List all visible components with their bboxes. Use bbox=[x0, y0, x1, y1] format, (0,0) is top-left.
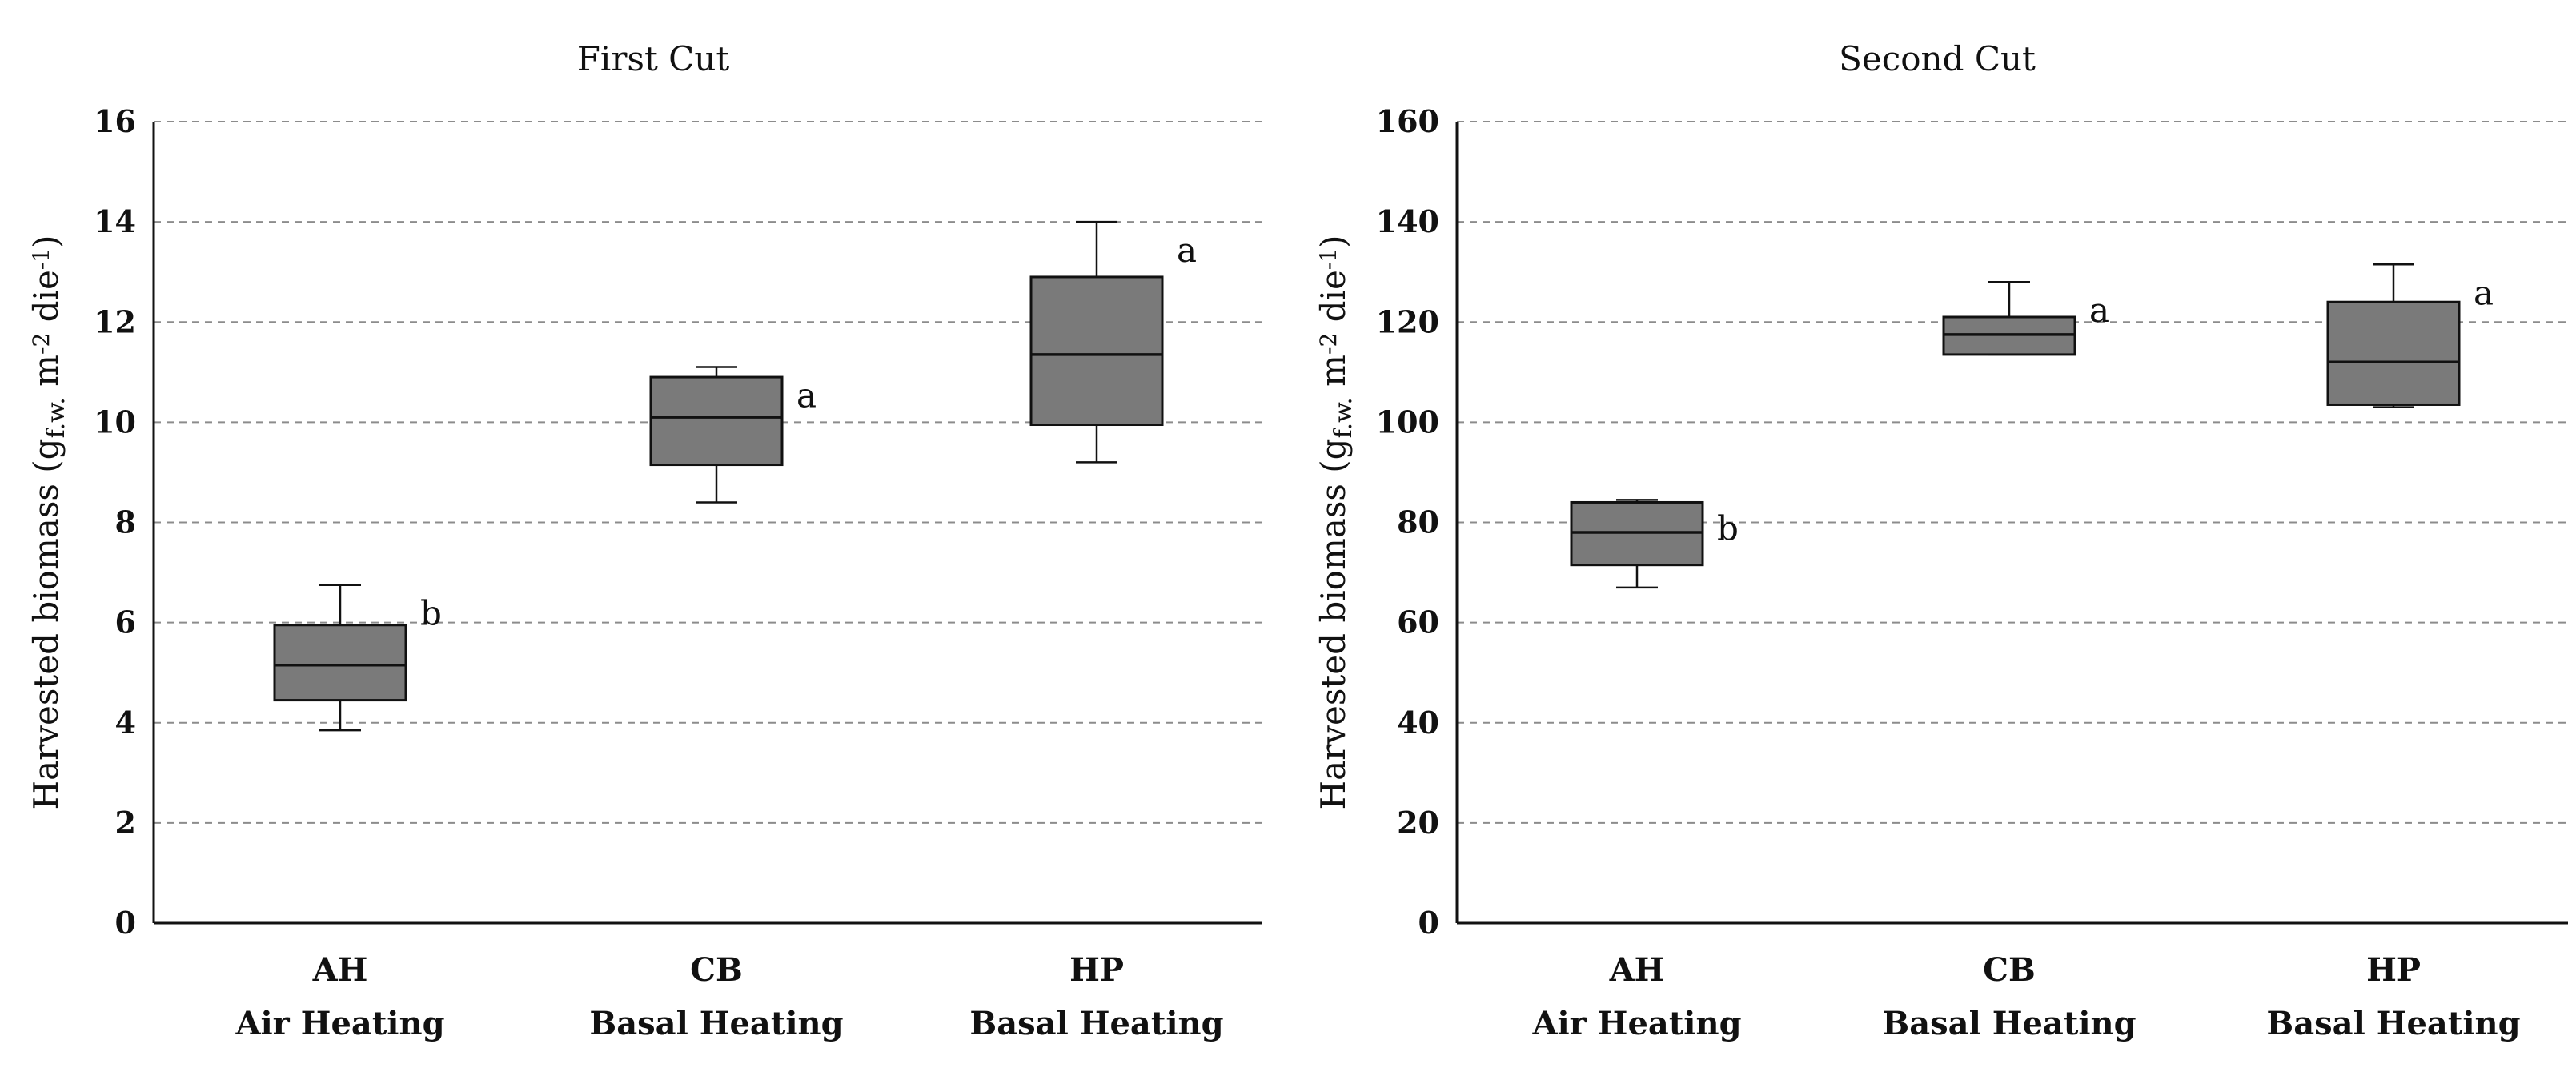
y-axis-label-ylabel-mid: m bbox=[26, 355, 66, 397]
y-tick-label: 100 bbox=[1376, 404, 1439, 440]
box-iqr bbox=[649, 375, 784, 467]
chart-title: Second Cut bbox=[1839, 39, 2036, 78]
x-category-code: HP bbox=[1069, 951, 1124, 989]
y-tick-label: 16 bbox=[94, 103, 136, 139]
y-axis-label-ylabel-mid2: die bbox=[26, 270, 66, 333]
x-category-code: CB bbox=[1983, 951, 2036, 989]
y-axis-label-ylabel-end: ) bbox=[1314, 235, 1353, 248]
box-iqr bbox=[2326, 300, 2461, 406]
y-axis-label-ylabel-main: Harvested biomass (g bbox=[26, 438, 66, 809]
y-tick-label: 20 bbox=[1397, 805, 1439, 841]
significance-letter: b bbox=[420, 594, 442, 633]
y-axis-label-ylabel-sub: f.w. bbox=[1330, 397, 1358, 438]
significance-letter: a bbox=[796, 376, 817, 416]
chart-panel-2: Second Cut 0 20 40 60 80 100 120 140 160 Harvested… bbox=[1314, 39, 2568, 1042]
y-tick-label: 140 bbox=[1376, 203, 1439, 239]
y-tick-label: 10 bbox=[94, 404, 136, 440]
chart-title: First Cut bbox=[577, 39, 730, 78]
box-plot-cb: a CB Basal Heating bbox=[589, 366, 844, 1042]
y-axis-label-ylabel-end: ) bbox=[26, 235, 66, 248]
x-category-code: AH bbox=[1609, 951, 1665, 989]
x-category-name: Basal Heating bbox=[589, 1005, 843, 1042]
y-tick-label: 40 bbox=[1397, 705, 1439, 741]
y-tick-label: 160 bbox=[1376, 103, 1439, 139]
y-tick-label: 60 bbox=[1397, 604, 1439, 640]
x-category-name: Air Heating bbox=[1531, 1005, 1741, 1042]
y-axis-label: Harvested biomass (gf.w. m-2 die-1) bbox=[26, 235, 70, 810]
y-tick-label: 12 bbox=[94, 303, 136, 339]
x-category-name: Basal Heating bbox=[969, 1005, 1223, 1042]
y-axis-label-ylabel-sup1: -2 bbox=[28, 333, 54, 355]
box-iqr bbox=[1029, 275, 1164, 427]
box-plot-hp: a HP Basal Heating bbox=[969, 220, 1224, 1042]
box-plot-ah: b AH Air Heating bbox=[1531, 499, 1742, 1042]
y-tick-label: 8 bbox=[115, 504, 136, 540]
y-axis-label-ylabel-sup1: -2 bbox=[1315, 333, 1342, 355]
box-iqr bbox=[273, 624, 407, 702]
y-axis-label-ylabel-sub: f.w. bbox=[42, 397, 70, 438]
y-tick-label: 120 bbox=[1376, 303, 1439, 339]
x-category-name: Basal Heating bbox=[2266, 1005, 2520, 1042]
significance-letter: a bbox=[2474, 273, 2494, 312]
significance-letter: a bbox=[2089, 291, 2109, 330]
y-axis-label-ylabel-main: Harvested biomass (g bbox=[1314, 438, 1353, 809]
box-plot-ah: b AH Air Heating bbox=[235, 584, 445, 1042]
y-axis-label-ylabel-mid: m bbox=[1314, 355, 1353, 397]
y-axis-label-ylabel-sup2: -1 bbox=[1315, 248, 1342, 270]
y-axis-label-ylabel-sup2: -1 bbox=[28, 248, 54, 270]
y-tick-label: 0 bbox=[1418, 905, 1439, 941]
box-plot-cb: a CB Basal Heating bbox=[1882, 280, 2137, 1042]
chart-panel-1: First Cut 0 2 4 6 8 10 12 14 16 Harvested biomass … bbox=[26, 39, 1262, 1042]
y-tick-label: 2 bbox=[115, 805, 136, 841]
y-tick-label: 4 bbox=[115, 705, 136, 741]
y-tick-label: 80 bbox=[1397, 504, 1439, 540]
y-tick-label: 6 bbox=[115, 604, 136, 640]
y-tick-label: 0 bbox=[115, 905, 136, 941]
significance-letter: a bbox=[1177, 231, 1197, 270]
significance-letter: b bbox=[1717, 508, 1739, 548]
x-category-code: HP bbox=[2366, 951, 2421, 989]
y-tick-label: 14 bbox=[94, 203, 136, 239]
y-axis-label-ylabel-mid2: die bbox=[1314, 270, 1353, 333]
x-category-code: CB bbox=[690, 951, 743, 989]
y-axis-label: Harvested biomass (gf.w. m-2 die-1) bbox=[1314, 235, 1358, 810]
x-category-code: AH bbox=[312, 951, 368, 989]
box-plot-hp: a HP Basal Heating bbox=[2266, 263, 2521, 1042]
x-category-name: Basal Heating bbox=[1882, 1005, 2136, 1042]
x-category-name: Air Heating bbox=[235, 1005, 444, 1042]
